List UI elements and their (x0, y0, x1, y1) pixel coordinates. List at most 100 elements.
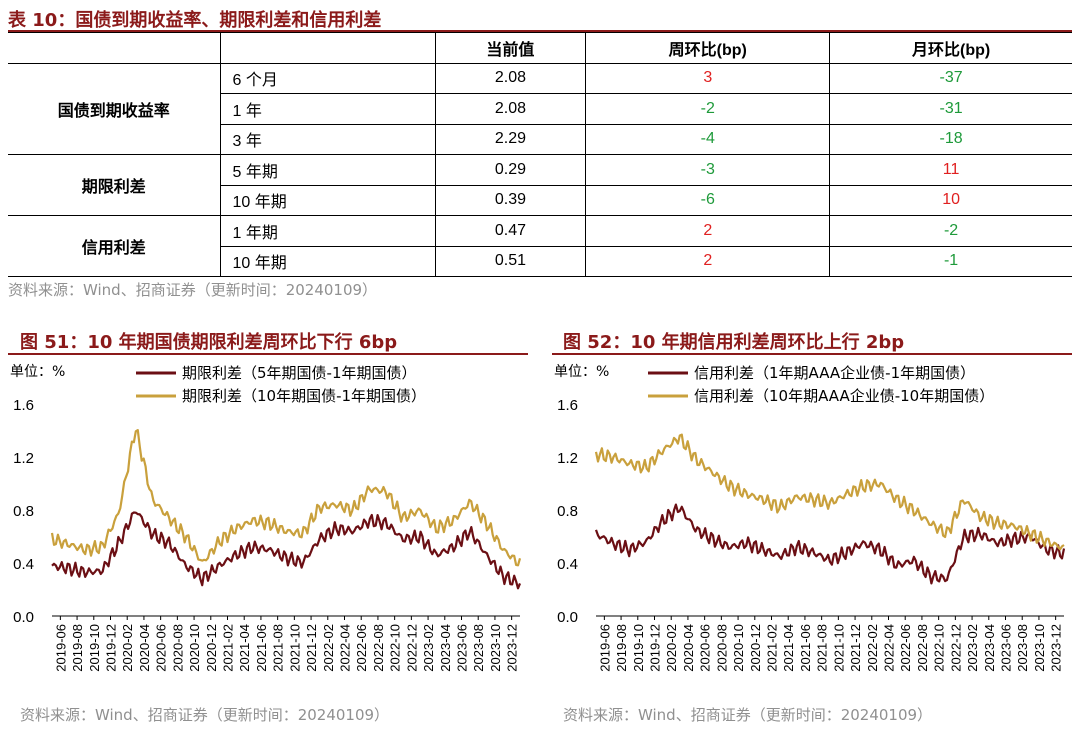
wow-change-cell: -4 (585, 123, 831, 155)
x-tick-label: 2020-04 (137, 624, 152, 672)
chart-51-title-rule (8, 353, 528, 355)
wow-change-cell: 2 (585, 215, 831, 247)
x-tick-label: 2020-12 (748, 624, 763, 672)
chart-51: 单位：% 期限利差（5年期国债-1年期国债） 期限利差（10年期国债-1年期国债） 1… (10, 364, 522, 672)
x-tick-label: 2023-12 (1049, 624, 1064, 672)
mom-change-cell: 10 (829, 184, 1072, 216)
group-label-cell: 信用利差 (8, 215, 221, 277)
wow-change-cell: 3 (585, 62, 831, 94)
x-tick-label: 2020-06 (154, 624, 169, 672)
x-tick-label: 2023-06 (999, 624, 1014, 672)
x-tick-label: 2020-02 (120, 624, 135, 672)
wow-change-cell: -3 (585, 154, 831, 186)
x-tick-label: 2021-10 (287, 624, 302, 672)
wow-change-cell: -6 (585, 184, 831, 216)
current-value-cell: 0.47 (434, 215, 587, 247)
x-tick-label: 2022-06 (898, 624, 913, 672)
x-tick-label: 2021-04 (781, 624, 796, 672)
x-tick-label: 2021-10 (831, 624, 846, 672)
table-row: 期限利差 5 年期 0.29 -3 11 (8, 154, 1072, 216)
current-value-cell: 2.29 (434, 123, 587, 155)
x-tick-label: 2023-02 (421, 624, 436, 672)
y-tick-label: 1.6 (13, 397, 34, 414)
mom-change-cell: 11 (829, 154, 1072, 186)
series-line (50, 428, 522, 567)
header-cell-mom: 月环比(bp) (829, 32, 1072, 64)
x-tick-label: 2019-12 (648, 624, 663, 672)
x-tick-label: 2020-02 (664, 624, 679, 672)
x-tick-label: 2022-08 (371, 624, 386, 672)
header-cell-group (8, 32, 221, 64)
x-tick-label: 2022-10 (388, 624, 403, 672)
legend-label: 期限利差（5年期国债-1年期国债） (182, 364, 417, 382)
x-tick-label: 2023-08 (1015, 624, 1030, 672)
x-tick-label: 2022-12 (404, 624, 419, 672)
x-tick-label: 2022-12 (948, 624, 963, 672)
x-tick-label: 2023-04 (438, 624, 453, 672)
chart-52: 单位：% 信用利差（1年期AAA企业债-1年期国债） 信用利差（10年期AAA企业债… (554, 364, 1066, 672)
unit-label: 单位：% (10, 364, 65, 380)
y-tick-label: 1.6 (557, 397, 578, 414)
term-cell: 3 年 (219, 123, 436, 155)
x-tick-label: 2022-10 (932, 624, 947, 672)
x-tick-label: 2020-04 (681, 624, 696, 672)
y-tick-label: 1.2 (557, 450, 578, 467)
x-tick-label: 2022-02 (321, 624, 336, 672)
x-tick-label: 2023-10 (1032, 624, 1047, 672)
current-value-cell: 2.08 (434, 93, 587, 125)
current-value-cell: 2.08 (434, 62, 587, 94)
x-tick-label: 2021-12 (848, 624, 863, 672)
table-row: 10 年期 0.39 -6 10 (8, 184, 1072, 216)
y-tick-label: 0.4 (557, 556, 578, 573)
x-tick-label: 2021-06 (798, 624, 813, 672)
x-tick-label: 2019-06 (53, 624, 68, 672)
x-tick-label: 2021-12 (304, 624, 319, 672)
x-tick-label: 2021-02 (765, 624, 780, 672)
term-cell: 10 年期 (219, 245, 436, 277)
x-tick-label: 2019-10 (631, 624, 646, 672)
term-cell: 6 个月 (219, 62, 436, 94)
bond-yield-table: 当前值 周环比(bp) 月环比(bp) 国债到期收益率 6 个月 2.08 3 -37 1… (8, 32, 1072, 277)
chart-51-title: 图 51：10 年期国债期限利差周环比下行 6bp (20, 332, 398, 353)
current-value-cell: 0.29 (434, 154, 587, 186)
current-value-cell: 0.51 (434, 245, 587, 277)
term-cell: 10 年期 (219, 184, 436, 216)
y-tick-label: 0.8 (13, 503, 34, 520)
chart-51-source: 资料来源：Wind、招商证券（更新时间：20240109） (20, 706, 390, 724)
wow-change-cell: 2 (585, 245, 831, 277)
table-row: 3 年 2.29 -4 -18 (8, 123, 1072, 155)
legend-label: 信用利差（10年期AAA企业债-10年期国债） (694, 387, 994, 405)
table-row: 10 年期 0.51 2 -1 (8, 245, 1072, 277)
mom-change-cell: -18 (829, 123, 1072, 155)
x-tick-label: 2023-12 (505, 624, 520, 672)
table-title: 表 10：国债到期收益率、期限利差和信用利差 (8, 10, 382, 31)
x-tick-label: 2020-08 (714, 624, 729, 672)
x-tick-label: 2019-10 (87, 624, 102, 672)
x-tick-label: 2020-10 (187, 624, 202, 672)
x-tick-label: 2022-04 (882, 624, 897, 672)
term-cell: 1 年 (219, 93, 436, 125)
mom-change-cell: -31 (829, 93, 1072, 125)
unit-label: 单位：% (554, 364, 609, 380)
y-tick-label: 0.0 (557, 609, 578, 626)
x-tick-label: 2020-06 (698, 624, 713, 672)
x-tick-label: 2021-04 (237, 624, 252, 672)
term-cell: 1 年期 (219, 215, 436, 247)
series-line (51, 511, 522, 590)
x-tick-label: 2022-04 (338, 624, 353, 672)
table-title-rule (8, 30, 1072, 32)
header-cell-term (219, 32, 436, 64)
series-line (594, 433, 1065, 551)
legend-label: 期限利差（10年期国债-1年期国债） (182, 387, 426, 405)
table-source: 资料来源：Wind、招商证券（更新时间：20240109） (8, 281, 378, 299)
y-tick-label: 0.8 (557, 503, 578, 520)
x-tick-label: 2019-08 (70, 624, 85, 672)
x-tick-label: 2020-08 (170, 624, 185, 672)
table-row: 国债到期收益率 6 个月 2.08 3 -37 (8, 62, 1072, 155)
x-tick-label: 2022-06 (354, 624, 369, 672)
legend-label: 信用利差（1年期AAA企业债-1年期国债） (694, 364, 975, 382)
header-cell-current: 当前值 (434, 32, 587, 64)
group-label-cell: 期限利差 (8, 154, 221, 216)
current-value-cell: 0.39 (434, 184, 587, 216)
header-cell-wow: 周环比(bp) (585, 32, 831, 64)
